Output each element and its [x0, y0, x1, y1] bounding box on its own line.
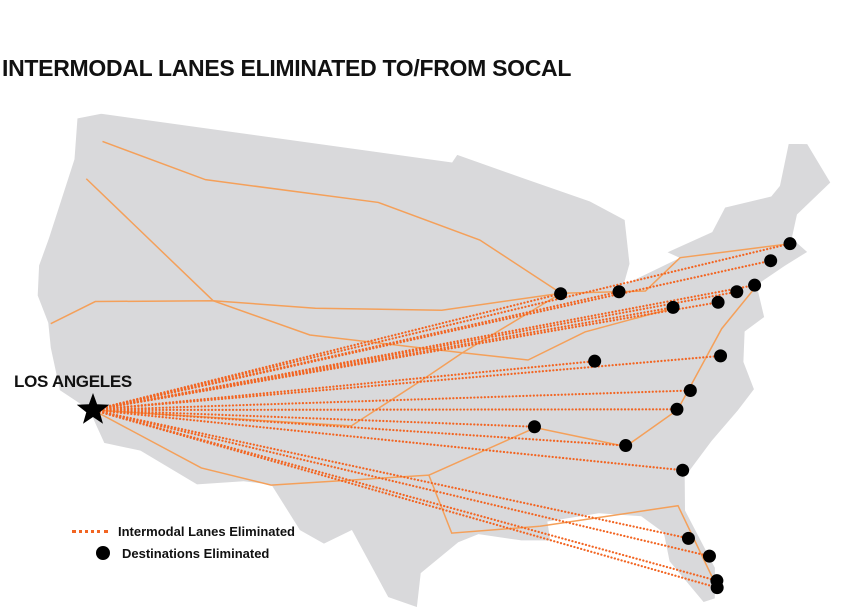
destination-marker — [619, 439, 633, 453]
destination-marker — [554, 287, 568, 301]
rail-line — [539, 504, 718, 588]
legend-item-destinations: Destinations Eliminated — [72, 542, 295, 564]
rail-line — [50, 292, 562, 325]
legend-item-lanes: Intermodal Lanes Eliminated — [72, 520, 295, 542]
destination-marker — [681, 531, 695, 545]
rail-line — [428, 284, 758, 476]
intermodal-lane — [91, 290, 621, 412]
star-icon — [76, 393, 110, 424]
intermodal-lane — [91, 354, 722, 412]
dotted-line-icon — [72, 529, 108, 533]
intermodal-lane — [91, 408, 690, 540]
destination-marker — [702, 549, 716, 563]
destination-marker — [683, 384, 697, 398]
destination-marker — [714, 349, 728, 363]
us-landmass — [36, 112, 832, 609]
destination-marker — [666, 300, 680, 314]
intermodal-lane — [91, 408, 679, 412]
destination-marker — [710, 581, 724, 595]
destinations-layer — [527, 237, 797, 595]
intermodal-lane — [91, 242, 792, 412]
map-title: INTERMODAL LANES ELIMINATED TO/FROM SOCA… — [2, 55, 572, 81]
destination-marker — [730, 285, 744, 299]
destination-marker — [676, 463, 690, 477]
origin-label: LOS ANGELES — [14, 372, 132, 391]
destination-marker — [588, 354, 602, 368]
destination-marker — [764, 254, 778, 268]
destination-marker — [612, 285, 626, 299]
rail-line — [102, 140, 562, 294]
intermodal-lane — [91, 408, 711, 558]
destination-marker — [670, 402, 684, 416]
legend-destinations-label: Destinations Eliminated — [122, 545, 270, 561]
legend-lanes-label: Intermodal Lanes Eliminated — [118, 523, 295, 539]
rail-line — [85, 178, 674, 361]
destination-marker — [783, 237, 797, 251]
intermodal-lane — [91, 292, 562, 412]
intermodal-lane — [91, 408, 719, 589]
lanes-layer — [91, 242, 792, 589]
dot-icon — [96, 546, 110, 560]
destination-marker — [527, 420, 541, 434]
intermodal-lane — [91, 408, 627, 447]
intermodal-lane — [91, 389, 692, 412]
intermodal-lane — [91, 408, 536, 428]
legend: Intermodal Lanes Eliminated Destinations… — [72, 520, 295, 564]
intermodal-lane — [91, 408, 684, 472]
destination-marker — [711, 295, 725, 309]
intermodal-lane — [91, 408, 718, 582]
destination-marker — [748, 278, 762, 292]
intermodal-lane — [91, 306, 675, 412]
